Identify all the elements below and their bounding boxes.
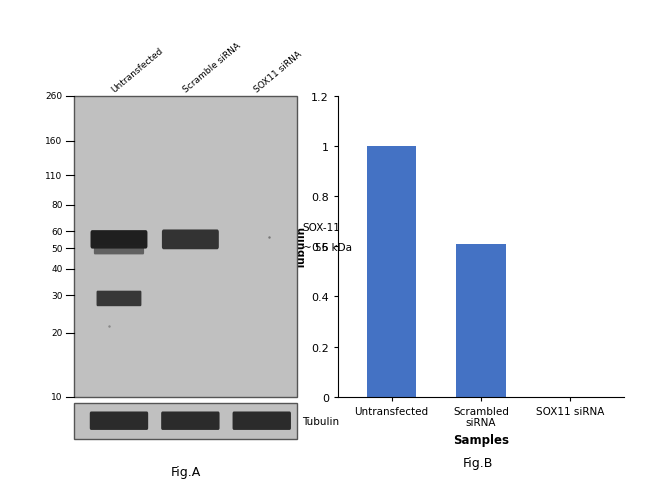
Text: 160: 160 bbox=[46, 137, 62, 146]
FancyBboxPatch shape bbox=[94, 245, 144, 255]
Text: Tubulin: Tubulin bbox=[302, 416, 340, 426]
Text: Scramble siRNA: Scramble siRNA bbox=[181, 41, 242, 94]
Text: Fig.B: Fig.B bbox=[463, 456, 493, 469]
Text: 20: 20 bbox=[51, 329, 62, 337]
X-axis label: Samples: Samples bbox=[453, 433, 509, 446]
Bar bbox=[74, 403, 298, 439]
Text: 60: 60 bbox=[51, 227, 62, 236]
Text: ~ 55 kDa: ~ 55 kDa bbox=[302, 242, 352, 252]
Bar bbox=[367, 147, 416, 397]
Bar bbox=[74, 97, 298, 397]
Bar bbox=[456, 244, 506, 397]
FancyBboxPatch shape bbox=[162, 230, 219, 250]
FancyBboxPatch shape bbox=[90, 411, 148, 430]
Text: Untransfected: Untransfected bbox=[110, 46, 165, 94]
Text: 10: 10 bbox=[51, 393, 62, 401]
Text: 260: 260 bbox=[46, 92, 62, 101]
Text: 110: 110 bbox=[46, 171, 62, 181]
FancyBboxPatch shape bbox=[97, 291, 142, 306]
Text: SOX11 siRNA: SOX11 siRNA bbox=[253, 50, 304, 94]
FancyBboxPatch shape bbox=[161, 411, 220, 430]
FancyBboxPatch shape bbox=[90, 231, 148, 249]
Text: 40: 40 bbox=[51, 265, 62, 273]
Y-axis label: Expression normalized to
Tubulin: Expression normalized to Tubulin bbox=[285, 172, 307, 321]
Text: SOX-11: SOX-11 bbox=[302, 223, 341, 233]
Text: 30: 30 bbox=[51, 291, 62, 300]
Text: Fig.A: Fig.A bbox=[171, 466, 201, 478]
Text: 80: 80 bbox=[51, 201, 62, 210]
FancyBboxPatch shape bbox=[233, 411, 291, 430]
Text: 50: 50 bbox=[51, 244, 62, 253]
